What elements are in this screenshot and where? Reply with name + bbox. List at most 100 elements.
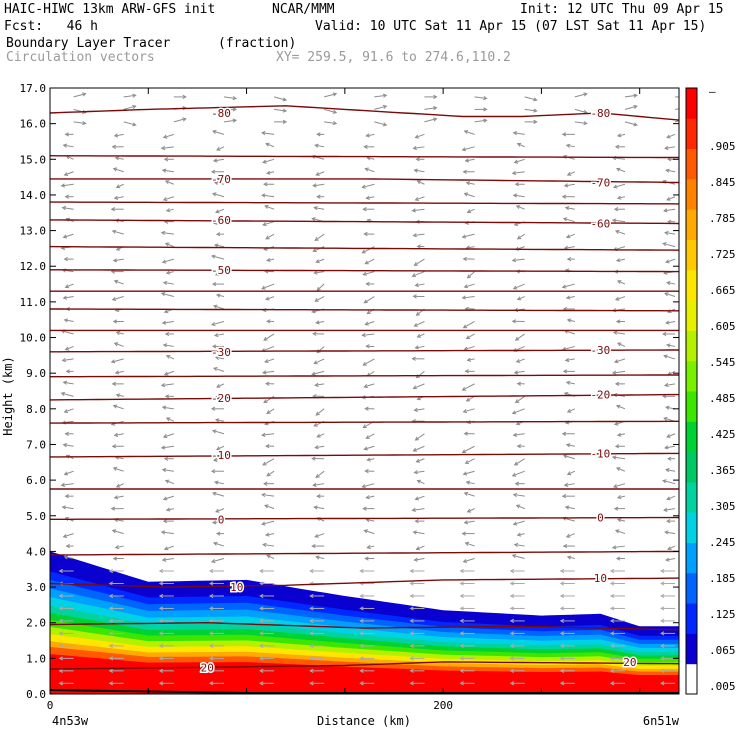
circulation-vector xyxy=(616,280,626,285)
temperature-contour xyxy=(50,105,679,121)
circulation-vector xyxy=(561,494,575,499)
circulation-vector xyxy=(266,319,275,324)
circulation-vector xyxy=(466,271,475,279)
circulation-vector xyxy=(212,158,225,163)
colorbar-swatch xyxy=(686,178,697,210)
temperature-contour xyxy=(50,269,679,273)
x-axis-label: Distance (km) xyxy=(317,714,411,728)
y-tick-label: 6.0 xyxy=(26,474,46,487)
circulation-vector xyxy=(261,283,275,290)
circulation-vector xyxy=(615,319,625,324)
circulation-vector xyxy=(213,480,225,485)
circulation-vector xyxy=(559,568,575,574)
circulation-vector xyxy=(108,656,124,661)
circulation-vector xyxy=(513,158,525,164)
circulation-vector xyxy=(511,258,525,263)
circulation-vector xyxy=(516,444,525,449)
circulation-vector xyxy=(509,681,525,686)
colorbar-label: .665 xyxy=(709,284,736,297)
colorbar-swatch xyxy=(686,663,697,695)
circulation-vector xyxy=(411,271,425,278)
circulation-vector xyxy=(165,507,174,512)
circulation-vector xyxy=(313,358,325,365)
circulation-vector xyxy=(363,144,375,149)
circulation-vector xyxy=(611,545,626,550)
circulation-vector xyxy=(509,643,525,649)
circulation-vector xyxy=(409,581,425,586)
contour-label: 0 xyxy=(218,513,225,526)
circulation-vector xyxy=(624,93,638,98)
circulation-vector xyxy=(259,668,275,673)
contour-label: -10 xyxy=(211,449,231,462)
circulation-vector xyxy=(515,504,525,510)
temperature-contour xyxy=(50,661,679,670)
circulation-vector xyxy=(63,318,74,323)
circulation-vector xyxy=(609,681,625,686)
circulation-vector xyxy=(65,543,74,549)
field-units: (fraction) xyxy=(218,36,297,51)
plot-frame xyxy=(49,87,680,695)
circulation-vector xyxy=(208,631,224,636)
circulation-vector xyxy=(363,529,375,535)
circulation-vector xyxy=(514,395,525,404)
colorbar-swatch xyxy=(686,148,697,180)
circulation-vector xyxy=(265,233,275,240)
circulation-vector xyxy=(362,207,375,212)
circulation-vector xyxy=(561,431,575,436)
colorbar-swatch xyxy=(686,542,697,574)
circulation-vector xyxy=(561,283,575,289)
circulation-vector xyxy=(463,192,475,198)
circulation-vector xyxy=(115,483,124,488)
circulation-vector xyxy=(311,543,325,549)
circulation-vector xyxy=(611,455,626,460)
circulation-vector xyxy=(374,93,388,98)
y-tick-label: 3.0 xyxy=(26,581,46,594)
colorbar-label: .365 xyxy=(709,464,736,477)
circulation-vector xyxy=(158,681,174,686)
circulation-vector xyxy=(609,593,625,599)
circulation-vector xyxy=(259,568,275,574)
circulation-vector xyxy=(262,542,275,547)
circulation-vector xyxy=(64,345,74,351)
contour-label: 20 xyxy=(623,656,636,669)
circulation-vector xyxy=(112,466,124,472)
circulation-vector xyxy=(259,581,275,586)
circulation-vector xyxy=(516,296,525,301)
y-tick-label: 12.0 xyxy=(20,260,47,273)
circulation-vector xyxy=(158,643,174,649)
circulation-vector xyxy=(511,170,525,176)
circulation-vector xyxy=(366,457,375,462)
circulation-vector xyxy=(266,554,275,559)
temperature-contour xyxy=(50,155,679,159)
circulation-vector xyxy=(64,283,74,289)
circulation-vector xyxy=(515,205,525,210)
circulation-vector xyxy=(463,491,475,497)
circulation-vector xyxy=(211,344,224,349)
circulation-vector xyxy=(315,171,325,176)
circulation-vector xyxy=(212,429,225,435)
circulation-vector xyxy=(115,330,124,336)
circulation-vector xyxy=(316,433,325,438)
circulation-vector xyxy=(314,533,325,538)
circulation-vector xyxy=(413,557,425,562)
circulation-vector xyxy=(516,233,525,240)
circulation-vector xyxy=(162,280,174,286)
circulation-vector xyxy=(366,544,375,550)
circulation-vector xyxy=(162,495,174,501)
circulation-vector xyxy=(265,381,275,386)
circulation-vector xyxy=(564,357,575,363)
circulation-vector xyxy=(524,119,538,124)
contour-label: -10 xyxy=(590,447,610,460)
circulation-vector xyxy=(123,121,137,127)
circulation-vector xyxy=(359,681,375,686)
circulation-vector xyxy=(158,631,174,636)
circulation-vector xyxy=(612,183,626,189)
circulation-vector xyxy=(511,408,525,415)
temperature-contour xyxy=(50,374,679,378)
circulation-vector xyxy=(216,146,225,151)
circulation-vector xyxy=(459,631,475,636)
circulation-vector xyxy=(208,668,224,673)
circulation-vector xyxy=(463,520,475,525)
circulation-vector xyxy=(374,121,388,127)
